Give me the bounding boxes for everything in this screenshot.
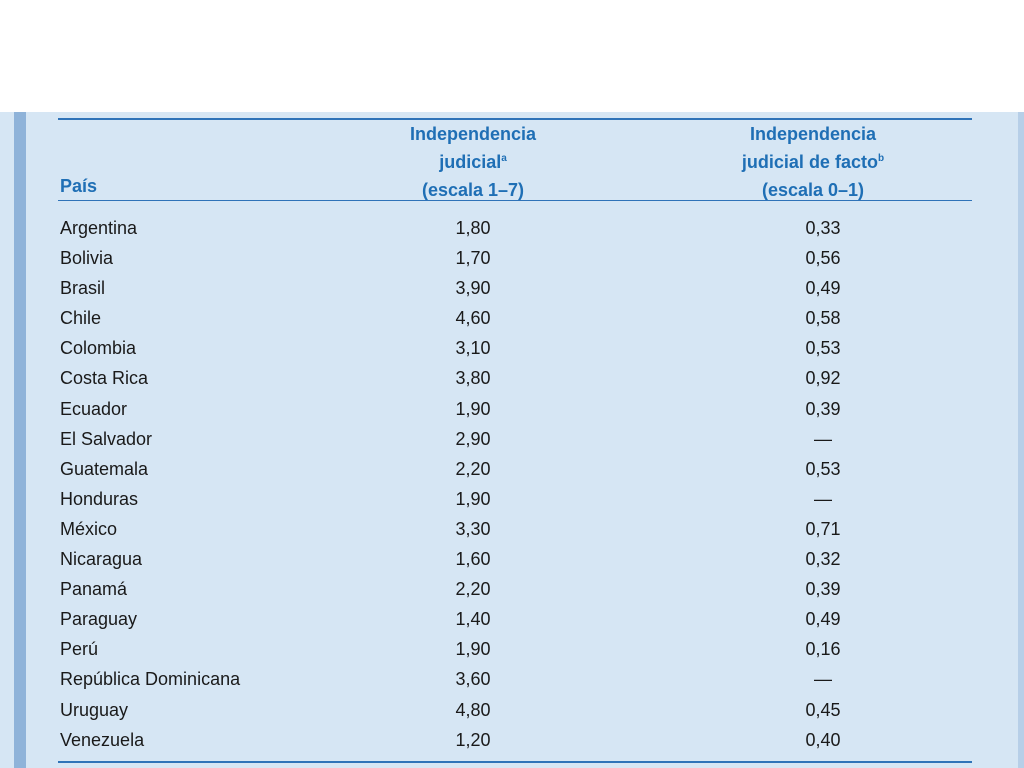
table-row: Perú 1,90 0,16 — [58, 634, 972, 664]
de-facto-independence-cell: — — [814, 428, 832, 449]
country-cell: Costa Rica — [60, 368, 149, 389]
de-facto-independence-cell: 0,32 — [805, 549, 841, 570]
country-cell: Brasil — [60, 278, 106, 299]
table-body: Argentina 1,80 0,33 Bolivia 1,70 0,56 Brasil 3,… — [58, 201, 972, 761]
header-col2-line1: Independencia — [749, 124, 877, 144]
table-row: Ecuador 1,90 0,39 — [58, 394, 972, 424]
country-cell: Argentina — [60, 218, 138, 238]
country-cell: República Dominicana — [60, 669, 241, 690]
table-row: Paraguay 1,40 0,49 — [58, 604, 972, 634]
de-facto-independence-cell: 0,56 — [805, 248, 841, 269]
table-row: Colombia 3,10 0,53 — [58, 333, 972, 363]
judicial-independence-cell: 4,60 — [455, 308, 491, 329]
country-cell: Honduras — [60, 488, 139, 509]
table-row: Panamá 2,20 0,39 — [58, 574, 972, 604]
table-row: Guatemala 2,20 0,53 — [58, 454, 972, 484]
de-facto-independence-cell: 0,49 — [805, 609, 841, 630]
de-facto-independence-cell: 0,49 — [805, 278, 841, 299]
country-cell: Guatemala — [60, 458, 149, 479]
de-facto-independence-cell: 0,16 — [805, 639, 841, 660]
de-facto-independence-cell: 0,39 — [805, 579, 841, 600]
table-panel: País Independencia judiciala (escala 1–7… — [0, 112, 1024, 768]
judicial-independence-cell: 2,90 — [455, 428, 491, 449]
de-facto-independence-cell: 0,92 — [805, 368, 841, 389]
footnote-marker-a: a — [501, 153, 507, 164]
de-facto-independence-cell: 0,40 — [805, 729, 841, 750]
judicial-independence-cell: 1,70 — [455, 248, 491, 269]
country-cell: Uruguay — [60, 699, 129, 720]
header-de-facto-independence: Independencia judicial de factob (escala… — [688, 120, 938, 204]
header-col2-line2-wrap: judicial de factob — [688, 148, 938, 176]
table-top-rule — [58, 118, 972, 120]
country-cell: Ecuador — [60, 398, 128, 419]
judicial-independence-cell: 3,90 — [455, 278, 491, 299]
judicial-independence-cell: 1,90 — [455, 398, 491, 419]
de-facto-independence-cell: — — [814, 669, 832, 690]
table-header: País Independencia judiciala (escala 1–7… — [58, 120, 972, 200]
table-row: Honduras 1,90 — — [58, 484, 972, 514]
judicial-independence-cell: 3,80 — [455, 368, 491, 389]
table-row: Venezuela 1,20 0,40 — [58, 725, 972, 755]
panel-left-edge — [14, 112, 26, 768]
country-cell: Perú — [60, 639, 99, 660]
judicial-independence-cell: 1,80 — [455, 218, 491, 238]
country-cell: Panamá — [60, 579, 128, 600]
judicial-independence-cell: 4,80 — [455, 699, 491, 720]
header-col2-line3: (escala 0–1) — [761, 180, 865, 200]
country-cell: México — [60, 518, 118, 539]
country-cell: Paraguay — [60, 609, 138, 630]
judicial-independence-cell: 3,30 — [455, 518, 491, 539]
judicial-independence-cell: 1,60 — [455, 549, 491, 570]
judicial-independence-cell: 1,20 — [455, 729, 491, 750]
judicial-independence-cell: 3,10 — [455, 338, 491, 359]
table-row: El Salvador 2,90 — — [58, 424, 972, 454]
table-bottom-rule — [58, 760, 972, 763]
header-col1-line3: (escala 1–7) — [421, 180, 525, 200]
table-row: Argentina 1,80 0,33 — [58, 213, 972, 243]
header-col1-line2-wrap: judiciala — [358, 148, 588, 176]
de-facto-independence-cell: 0,71 — [805, 518, 841, 539]
table-row: Chile 4,60 0,58 — [58, 303, 972, 333]
table-row: Brasil 3,90 0,49 — [58, 273, 972, 303]
footnote-marker-b: b — [877, 153, 885, 164]
judicial-independence-cell: 1,40 — [455, 609, 491, 630]
judicial-independence-cell: 1,90 — [455, 639, 491, 660]
panel-right-edge — [1018, 112, 1024, 768]
table-row: República Dominicana 3,60 — — [58, 664, 972, 694]
header-bottom-rule — [58, 200, 972, 201]
de-facto-independence-cell: 0,39 — [805, 398, 841, 419]
de-facto-independence-cell: 0,53 — [805, 338, 841, 359]
header-col1-line1: Independencia — [409, 124, 537, 144]
de-facto-independence-cell: 0,58 — [805, 308, 841, 329]
header-country: País — [60, 176, 98, 196]
judicial-independence-cell: 3,60 — [455, 669, 491, 690]
country-cell: Colombia — [60, 338, 137, 359]
judicial-independence-cell: 2,20 — [455, 579, 491, 600]
judicial-independence-cell: 1,90 — [455, 488, 491, 509]
country-cell: Nicaragua — [60, 549, 143, 570]
judicial-independence-table: País Independencia judiciala (escala 1–7… — [58, 118, 972, 763]
country-cell: Chile — [60, 308, 102, 329]
header-col2-line2: judicial de facto — [741, 152, 878, 172]
table-row: Costa Rica 3,80 0,92 — [58, 363, 972, 393]
de-facto-independence-cell: 0,53 — [805, 458, 841, 479]
country-cell: Bolivia — [60, 248, 114, 269]
country-cell: Venezuela — [60, 729, 145, 750]
header-judicial-independence: Independencia judiciala (escala 1–7) — [358, 120, 588, 204]
table-row: México 3,30 0,71 — [58, 514, 972, 544]
country-cell: El Salvador — [60, 428, 153, 449]
header-col1-line2: judicial — [439, 152, 502, 172]
de-facto-independence-cell: 0,33 — [805, 218, 841, 238]
table-row: Nicaragua 1,60 0,32 — [58, 544, 972, 574]
table-row: Uruguay 4,80 0,45 — [58, 695, 972, 725]
de-facto-independence-cell: 0,45 — [805, 699, 841, 720]
table-row: Bolivia 1,70 0,56 — [58, 243, 972, 273]
judicial-independence-cell: 2,20 — [455, 458, 491, 479]
de-facto-independence-cell: — — [814, 488, 832, 509]
page-top-margin — [0, 0, 1024, 112]
